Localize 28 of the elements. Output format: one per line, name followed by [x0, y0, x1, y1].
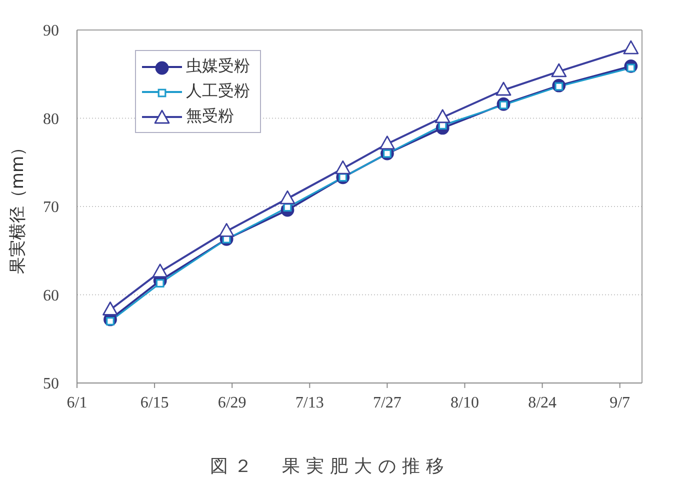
y-tick-label: 50: [43, 376, 59, 393]
y-tick-label: 90: [43, 22, 59, 40]
x-tick-label: 6/1: [66, 394, 88, 412]
point: [551, 63, 567, 78]
point: [434, 109, 450, 124]
x-tick-label: 8/24: [528, 394, 557, 412]
legend-label: 虫媒受粉: [186, 56, 250, 77]
y-tick-label: 60: [43, 287, 59, 304]
x-tick-label: 8/10: [450, 394, 479, 412]
y-tick-label: 70: [43, 199, 59, 216]
x-tick-label: 9/7: [610, 394, 630, 412]
point: [623, 40, 639, 54]
x-tick-label: 6/15: [140, 394, 169, 412]
y-axis-title: 果実横径（mm）: [8, 138, 28, 274]
point: [102, 302, 118, 316]
point: [335, 160, 351, 174]
x-tick-label: 7/27: [372, 394, 402, 412]
point: [218, 223, 234, 237]
point: [496, 82, 512, 96]
legend-label: 無受粉: [186, 106, 234, 127]
point: [152, 264, 168, 278]
x-tick-label: 6/29: [218, 394, 246, 412]
y-tick-label: 80: [43, 110, 59, 128]
legend-label: 人工受粉: [186, 81, 250, 102]
point: [379, 136, 395, 150]
text: 図２ 果実肥大の推移: [209, 455, 451, 478]
x-tick-label: 7/13: [295, 394, 324, 412]
point: [280, 190, 296, 204]
